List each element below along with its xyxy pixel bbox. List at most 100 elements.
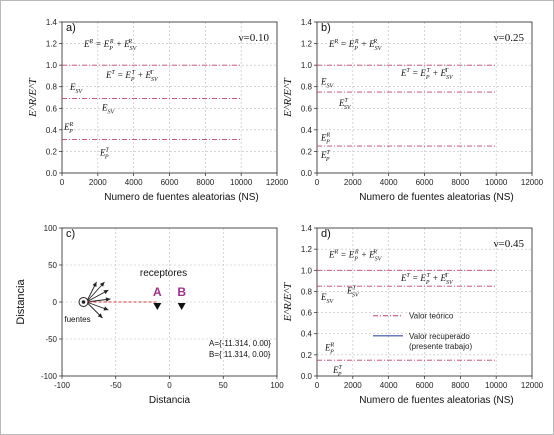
panel-label: d) [321, 228, 331, 240]
x-tick-label: 4000 [380, 178, 398, 187]
panel-b: 0 2000 4000 6000 8000 10000 12000 0.0 0.2 0.4 0.6 0… [282, 18, 544, 203]
curve-label-EPT: ET P [320, 150, 331, 163]
panel-a: 0 2000 4000 6000 8000 10000 12000 0.0 0.2 0.4 0.6 0… [27, 18, 289, 203]
curve-label-ESVT: ESV [101, 102, 116, 115]
y-tick-label: 0 [53, 298, 58, 307]
source-ray-arrowhead [92, 282, 97, 287]
curve-label-EPR: ER P [63, 122, 74, 135]
source-ray-arrowhead [103, 290, 109, 295]
y-tick-label: 1.4 [46, 18, 58, 27]
curve-label-EPT: ET P [332, 365, 343, 378]
x-tick-label: 6000 [416, 178, 434, 187]
x-tick-label: 8000 [196, 178, 214, 187]
y-tick-label: -100 [41, 372, 58, 381]
x-tick-label: 100 [270, 381, 284, 390]
legend-theory-label: Valor teórico [409, 312, 454, 321]
y-tick-label: 0.2 [46, 147, 58, 156]
x-tick-label: 4000 [380, 381, 398, 390]
x-tick-label: 8000 [451, 381, 469, 390]
nu-label: ν=0.10 [239, 32, 270, 44]
curve-label-ER: ER = EPR + ESVR [328, 250, 383, 263]
nu-label: ν=0.45 [494, 238, 525, 250]
source-ray-arrowhead [99, 282, 105, 287]
x-tick-label: 2000 [344, 381, 362, 390]
y-tick-label: 0.4 [301, 330, 313, 339]
x-tick-label: 8000 [451, 178, 469, 187]
y-tick-label: 1.2 [46, 40, 58, 49]
x-tick-label: 12000 [521, 381, 544, 390]
y-tick-label: -50 [45, 335, 57, 344]
y-tick-label: 0.8 [301, 287, 313, 296]
curve-label-EPT: ET P [99, 148, 110, 161]
y-tick-label: 1.2 [301, 245, 313, 254]
curve-label-ESVR: ESV [320, 292, 335, 305]
x-tick-label: 0 [167, 381, 172, 390]
x-tick-label: 4000 [125, 178, 143, 187]
y-tick-label: 0.0 [46, 169, 58, 178]
curve-label-ESVR: ESV [320, 77, 335, 90]
curve-label-ET: ET = EPT + ESVT [400, 68, 454, 81]
receiver-coordinates: A={-11.314, 0.00} [209, 339, 271, 348]
x-tick-label: -100 [54, 381, 71, 390]
x-tick-label: 10000 [230, 178, 253, 187]
x-tick-label: 0 [315, 178, 320, 187]
x-axis-label: Numero de fuentes aleatorias (NS) [359, 192, 514, 203]
curve-label-ESVR: ESV [69, 82, 84, 95]
y-tick-label: 1.4 [301, 18, 313, 27]
curve-label-ET: ET = EPT + ESVT [105, 70, 159, 83]
curve-label-ET: ET = EPT + ESVT [400, 273, 454, 286]
x-tick-label: 6000 [161, 178, 179, 187]
curve-label-ER: ER = EPR + ESVR [83, 39, 138, 52]
x-tick-label: 2000 [344, 178, 362, 187]
y-axis-label: E^R/E^T [282, 77, 294, 117]
x-tick-label: 10000 [485, 178, 508, 187]
y-tick-label: 0.4 [46, 126, 58, 135]
receiver-coordinates: B={ 11.314, 0.00} [209, 350, 271, 359]
x-tick-label: 0 [315, 381, 320, 390]
legend-recovered-label-2: (presente trabajo) [409, 342, 472, 351]
y-tick-label: 0.8 [301, 83, 313, 92]
panel-label: c) [66, 228, 75, 240]
curve-label-EPR: ER P [324, 343, 335, 356]
y-axis-label: E^R/E^T [282, 282, 294, 322]
receiver-letter-B: B [177, 285, 186, 299]
y-tick-label: 0.0 [301, 169, 313, 178]
source-ray-arrowhead [105, 297, 111, 302]
curve-label-ER: ER = EPR + ESVR [328, 39, 383, 52]
y-tick-label: 1.4 [301, 224, 313, 233]
y-tick-label: 0.6 [301, 104, 313, 113]
y-tick-label: 0.6 [301, 309, 313, 318]
panel-label: a) [66, 22, 76, 34]
x-tick-label: 12000 [521, 178, 544, 187]
y-tick-label: 0.2 [301, 147, 313, 156]
panel-d: 0 2000 4000 6000 8000 10000 12000 0.0 0.2 0.4 0.6 0… [282, 224, 544, 406]
receivers-label: receptores [140, 268, 187, 279]
curve-label-EPR: ER P [320, 133, 331, 146]
x-tick-label: 12000 [266, 178, 289, 187]
x-tick-label: -50 [110, 381, 122, 390]
curve-label-ESVT: ET SV [338, 98, 352, 111]
y-tick-label: 0.6 [46, 104, 58, 113]
x-axis-label: Distancia [149, 395, 191, 406]
receiver-marker-B [177, 303, 186, 310]
y-tick-label: 1.0 [301, 61, 313, 70]
nu-label: ν=0.25 [494, 32, 525, 44]
source-label: fuentes [64, 315, 90, 324]
x-tick-label: 0 [60, 178, 65, 187]
y-axis-label: Distancia [15, 279, 27, 325]
x-tick-label: 6000 [416, 381, 434, 390]
y-tick-label: 1.2 [301, 40, 313, 49]
source-ray-arrowhead [97, 313, 103, 318]
y-tick-label: 0.4 [301, 126, 313, 135]
panel-c: -100 -50 0 50 100 -100 -50 0 50 100 c) fuentes recep… [15, 224, 284, 406]
y-tick-label: 100 [44, 224, 58, 233]
x-axis-label: Numero de fuentes aleatorias (NS) [359, 395, 514, 406]
receiver-marker-A [153, 303, 162, 310]
x-tick-label: 50 [219, 381, 228, 390]
receiver-letter-A: A [153, 285, 162, 299]
y-tick-label: 1.0 [46, 61, 58, 70]
legend-recovered-label: Valor recuperado [409, 332, 470, 341]
x-tick-label: 2000 [89, 178, 107, 187]
y-axis-label: E^R/E^T [27, 77, 39, 117]
